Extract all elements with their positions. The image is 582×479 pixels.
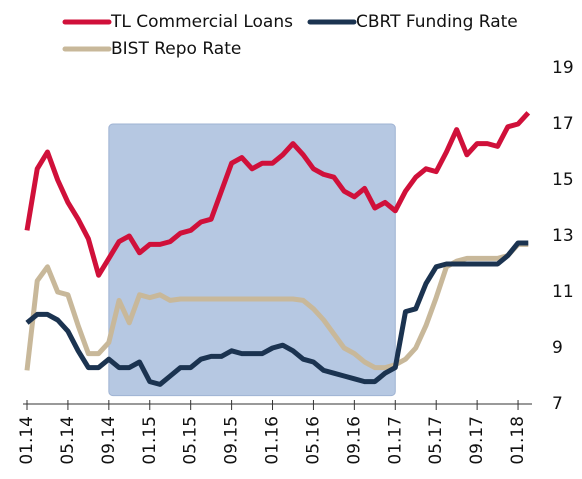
series-line bbox=[24, 241, 529, 371]
legend-label: CBRT Funding Rate bbox=[356, 12, 518, 32]
x-tick-label: 01.16 bbox=[263, 416, 283, 465]
legend-label: BIST Repo Rate bbox=[111, 39, 241, 59]
x-tick-label: 05.16 bbox=[303, 416, 323, 465]
x-tick-label: 09.14 bbox=[99, 416, 119, 465]
x-tick-label: 01.17 bbox=[385, 416, 405, 465]
x-tick-label: 09.16 bbox=[344, 416, 364, 465]
x-tick-label: 05.17 bbox=[426, 416, 446, 465]
y-tick-label: 17 bbox=[552, 114, 574, 134]
y-tick-label: 13 bbox=[552, 226, 574, 246]
x-tick-label: 05.15 bbox=[181, 416, 201, 465]
y-tick-label: 11 bbox=[552, 282, 574, 302]
legend-label: TL Commercial Loans bbox=[110, 12, 293, 32]
x-tick-label: 01.18 bbox=[508, 416, 528, 465]
series-line bbox=[25, 240, 529, 387]
x-tick-label: 09.15 bbox=[222, 416, 242, 465]
y-tick-label: 7 bbox=[552, 394, 563, 414]
y-tick-label: 15 bbox=[552, 170, 574, 190]
x-tick-label: 01.15 bbox=[140, 416, 160, 465]
y-tick-label: 19 bbox=[552, 58, 574, 78]
x-tick-label: 01.14 bbox=[17, 416, 37, 465]
y-tick-label: 9 bbox=[552, 338, 563, 358]
series-line bbox=[24, 111, 531, 278]
x-tick-label: 05.14 bbox=[58, 416, 78, 465]
x-tick-label: 09.17 bbox=[467, 416, 487, 465]
